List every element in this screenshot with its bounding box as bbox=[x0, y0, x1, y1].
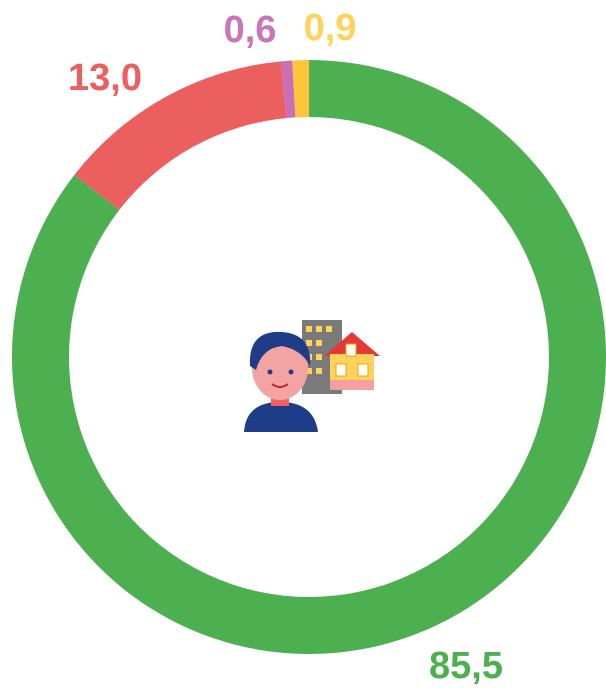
center-icon bbox=[244, 320, 380, 432]
donut bbox=[11, 60, 606, 654]
data-label: 85,5 bbox=[429, 645, 503, 687]
donut-segment bbox=[74, 61, 287, 210]
person-body bbox=[244, 402, 318, 432]
data-label: 0,9 bbox=[304, 7, 357, 49]
donut-segment bbox=[292, 60, 309, 118]
data-label: 13,0 bbox=[68, 57, 142, 99]
donut-segment bbox=[281, 60, 296, 119]
data-label: 0,6 bbox=[224, 9, 277, 51]
